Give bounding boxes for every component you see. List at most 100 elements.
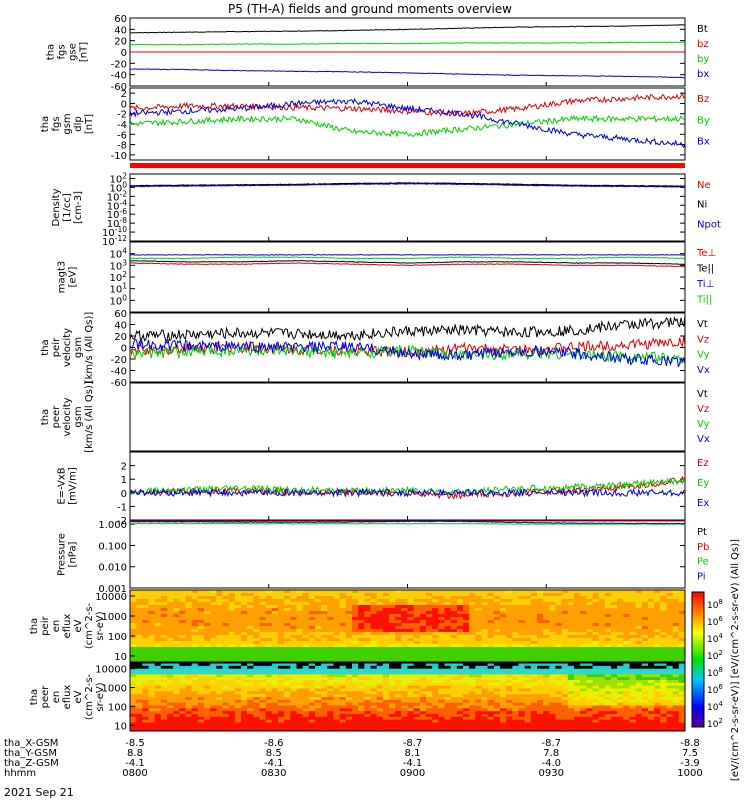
spectrogram-cell xyxy=(259,705,267,709)
spectrogram-cell xyxy=(450,714,458,718)
spectrogram-cell xyxy=(185,680,193,684)
spectrogram-cell xyxy=(648,691,655,695)
spectrogram-cell xyxy=(666,659,674,663)
spectrogram-cell xyxy=(389,656,396,660)
spectrogram-cell xyxy=(623,647,630,651)
spectrogram-cell xyxy=(333,694,341,698)
spectrogram-cell xyxy=(333,714,341,718)
spectrogram-cell xyxy=(678,614,686,618)
spectrogram-cell xyxy=(654,599,661,603)
spectrogram-cell xyxy=(537,593,544,597)
spectrogram-cell xyxy=(160,694,168,698)
spectrogram-cell xyxy=(284,629,291,633)
legend-pe: Pe xyxy=(697,557,709,568)
spectrogram-cell xyxy=(666,620,674,624)
spectrogram-cell xyxy=(660,668,667,672)
spectrogram-cell xyxy=(210,638,217,642)
spectrogram-cell xyxy=(179,680,186,684)
spectrogram-cell xyxy=(148,620,156,624)
spectrogram-cell xyxy=(339,611,347,615)
spectrogram-cell xyxy=(216,708,223,712)
spectrogram-cell xyxy=(444,694,452,698)
spectrogram-cell xyxy=(592,725,600,729)
spectrogram-cell xyxy=(160,663,168,667)
spectrogram-cell xyxy=(586,671,593,675)
spectrogram-cell xyxy=(444,688,452,692)
spectrogram-cell xyxy=(265,638,273,642)
spectrogram-cell xyxy=(487,653,495,657)
spectrogram-cell xyxy=(407,632,415,636)
spectrogram-cell xyxy=(407,685,415,689)
spectrogram-cell xyxy=(228,694,236,698)
spectrogram-cell xyxy=(284,599,291,603)
spectrogram-cell xyxy=(370,653,378,657)
spectrogram-cell xyxy=(136,725,143,729)
spectrogram-cell xyxy=(481,614,489,618)
spectrogram-cell xyxy=(339,691,347,695)
spectrogram-cell xyxy=(432,668,439,672)
spectrogram-cell xyxy=(604,611,612,615)
spectrogram-cell xyxy=(481,593,489,597)
spectrogram-cell xyxy=(438,691,445,695)
spectrogram-cell xyxy=(469,590,476,594)
spectrogram-cell xyxy=(407,705,415,709)
spectrogram-cell xyxy=(352,674,359,678)
spectrogram-cell xyxy=(204,725,211,729)
spectrogram-cell xyxy=(142,626,149,630)
spectrogram-cell xyxy=(438,702,445,706)
spectrogram-cell xyxy=(210,714,217,718)
spectrogram-cell xyxy=(444,617,452,621)
spectrogram-cell xyxy=(432,702,439,706)
spectrogram-cell xyxy=(253,688,260,692)
spectrogram-cell xyxy=(364,656,371,660)
spectrogram-cell xyxy=(641,665,649,670)
spectrogram-cell xyxy=(358,647,365,651)
spectrogram-cell xyxy=(185,593,193,597)
spectrogram-cell xyxy=(333,680,341,684)
spectrogram-cell xyxy=(358,620,365,624)
spectrogram-cell xyxy=(611,682,618,687)
spectrogram-cell xyxy=(173,682,180,687)
spectrogram-cell xyxy=(210,728,217,732)
spectrogram-cell xyxy=(241,680,248,684)
spectrogram-cell xyxy=(574,653,581,657)
spectrogram-cell xyxy=(678,659,686,663)
spectrogram-cell xyxy=(530,714,538,718)
spectrogram-cell xyxy=(438,656,445,660)
spectrogram-cell xyxy=(666,593,674,597)
spectrogram-cell xyxy=(574,680,581,684)
spectrogram-cell xyxy=(401,590,408,594)
spectrogram-cell xyxy=(493,685,501,689)
spectrogram-cell xyxy=(598,719,606,723)
spectrogram-cell xyxy=(222,656,230,660)
spectrogram-cell xyxy=(191,688,199,692)
spectrogram-cell xyxy=(524,716,532,721)
spectrogram-cell xyxy=(173,611,180,615)
spectrogram-cell xyxy=(672,688,680,692)
y-tick-label: 10-6 xyxy=(107,207,127,221)
spectrogram-cell xyxy=(512,644,519,648)
spectrogram-cell xyxy=(623,620,630,624)
spectrogram-cell xyxy=(506,635,513,639)
spectrogram-cell xyxy=(666,644,674,648)
spectrogram-cell xyxy=(191,682,199,687)
spectrogram-cell xyxy=(611,659,618,663)
spectrogram-cell xyxy=(376,708,384,712)
spectrogram-cell xyxy=(389,697,396,701)
spectrogram-cell xyxy=(265,699,273,704)
spectrogram-cell xyxy=(666,590,674,594)
spectrogram-cell xyxy=(660,714,667,718)
spectrogram-cell xyxy=(641,611,649,615)
spectrogram-cell xyxy=(241,650,248,654)
spectrogram-cell xyxy=(500,590,507,594)
spectrogram-cell xyxy=(142,668,149,672)
spectrogram-cell xyxy=(598,674,606,678)
spectrogram-cell xyxy=(444,677,452,681)
spectrogram-cell xyxy=(315,663,322,667)
spectrogram-cell xyxy=(469,719,476,723)
spectrogram-cell xyxy=(456,641,464,645)
spectrogram-cell xyxy=(308,602,316,606)
spectrogram-cell xyxy=(197,596,205,600)
date-label: 2021 Sep 21 xyxy=(4,786,74,799)
spectrogram-cell xyxy=(327,602,334,606)
